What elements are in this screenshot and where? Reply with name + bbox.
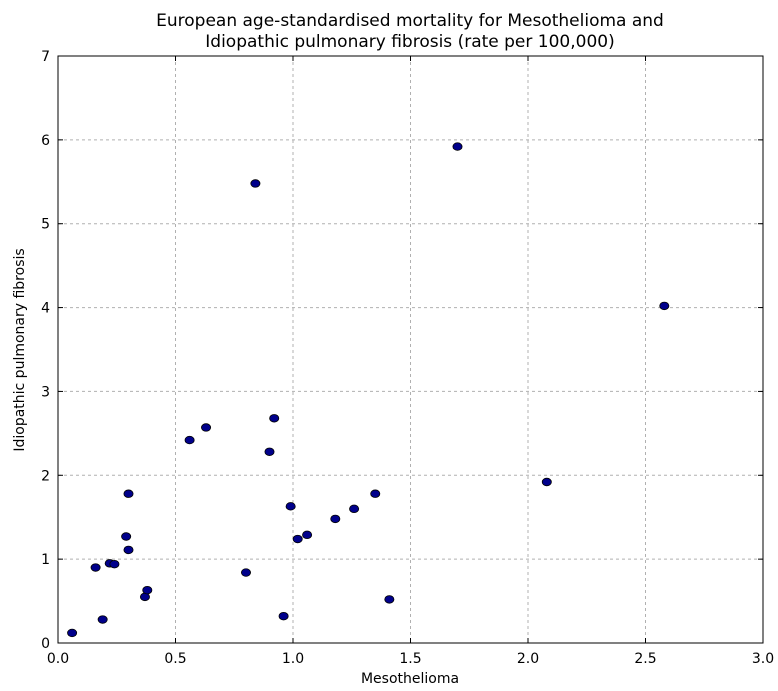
- scatter-point: [278, 611, 289, 621]
- y-tick-label: 6: [41, 133, 50, 149]
- scatter-point: [541, 477, 552, 487]
- scatter-point: [349, 504, 360, 514]
- scatter-point: [452, 142, 463, 151]
- y-tick-label: 1: [41, 552, 50, 568]
- scatter-point: [659, 301, 670, 311]
- y-tick-label: 5: [41, 217, 50, 233]
- data-points: [67, 142, 670, 638]
- y-axis-label: Idiopathic pulmonary fibrosis: [12, 248, 28, 451]
- x-tick-label: 2.5: [634, 651, 656, 667]
- y-tick-label: 7: [41, 49, 50, 65]
- scatter-point: [240, 568, 251, 577]
- y-tick-label: 3: [41, 384, 50, 400]
- scatter-point: [123, 489, 134, 498]
- axis-ticks: 0.0 0.5 1.0 1.5 2.0 2.5 3.0 0 1 2 3 4 5 6 7: [41, 49, 774, 667]
- scatter-point: [370, 489, 381, 498]
- x-tick-label: 0.5: [164, 651, 186, 667]
- scatter-point: [250, 179, 261, 188]
- grid-lines: [58, 56, 763, 643]
- scatter-point: [123, 545, 134, 555]
- scatter-point: [109, 559, 120, 569]
- y-tick-label: 2: [41, 468, 50, 484]
- scatter-point: [264, 447, 275, 457]
- x-axis-label: Mesothelioma: [361, 671, 459, 687]
- scatter-point: [285, 502, 296, 511]
- x-tick-label: 1.0: [282, 651, 304, 667]
- x-tick-label: 2.0: [517, 651, 539, 667]
- scatter-point: [201, 423, 212, 432]
- scatter-point: [90, 563, 101, 572]
- scatter-point: [184, 435, 195, 445]
- x-tick-label: 3.0: [752, 651, 774, 667]
- chart-title-line-2: Idiopathic pulmonary fibrosis (rate per …: [205, 32, 614, 52]
- scatter-point: [121, 532, 132, 541]
- scatter-point: [330, 514, 341, 524]
- scatter-point: [269, 414, 280, 423]
- scatter-point: [97, 615, 108, 624]
- scatter-point: [67, 628, 78, 638]
- scatter-point: [142, 585, 153, 595]
- x-tick-label: 0.0: [47, 651, 69, 667]
- chart-title-line-1: European age-standardised mortality for …: [156, 11, 664, 31]
- y-tick-label: 4: [41, 301, 50, 317]
- scatter-point: [292, 534, 303, 544]
- scatter-point: [302, 530, 313, 540]
- x-tick-label: 1.5: [399, 651, 421, 667]
- scatter-point: [384, 595, 395, 604]
- y-tick-label: 0: [41, 636, 50, 652]
